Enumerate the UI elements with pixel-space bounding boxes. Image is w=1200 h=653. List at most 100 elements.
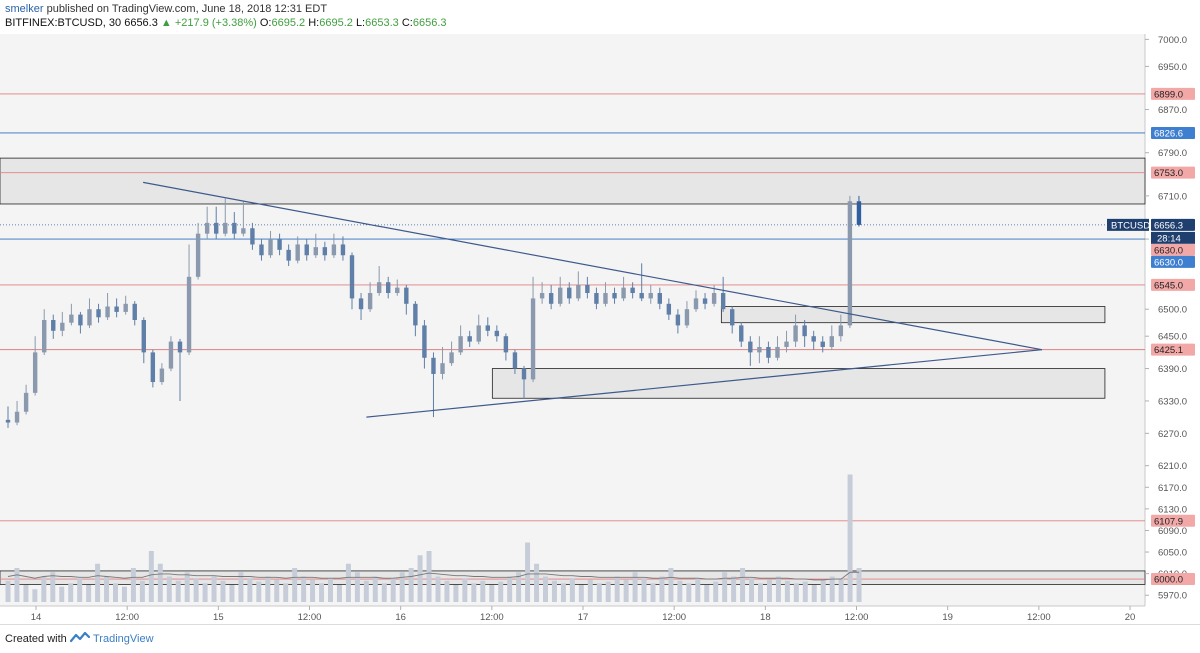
candle-body[interactable] [467,336,472,342]
candle-body[interactable] [232,222,237,234]
candle-body[interactable] [32,352,38,393]
candle-body[interactable] [313,247,318,256]
candle-body[interactable] [730,309,735,326]
candle-body[interactable] [295,244,300,261]
candle-body[interactable] [340,244,346,256]
candle-body[interactable] [485,325,490,331]
candle-body[interactable] [748,341,753,353]
candle-body[interactable] [793,325,798,342]
candle-body[interactable] [42,320,47,353]
candle-body[interactable] [621,287,626,299]
candle-body[interactable] [720,293,726,310]
candle-body[interactable] [766,346,771,358]
candle-body[interactable] [168,341,174,369]
candle-body[interactable] [784,341,789,347]
candle-body[interactable] [476,325,481,342]
candle-body[interactable] [51,320,56,331]
candle-body[interactable] [223,222,228,234]
candle-body[interactable] [195,233,201,277]
candle-body[interactable] [567,287,572,299]
author-link[interactable]: smelker [5,3,44,15]
candle-body[interactable] [739,325,744,342]
candle-body[interactable] [386,282,391,294]
candle-body[interactable] [87,309,92,326]
candle-body[interactable] [639,293,644,299]
zone-box[interactable] [720,306,1106,324]
candle-body[interactable] [594,293,599,304]
candle-body[interactable] [711,293,717,304]
candle-body[interactable] [14,411,20,423]
candle-body[interactable] [78,314,83,326]
candle-body[interactable] [422,325,427,358]
candle-body[interactable] [503,336,509,353]
candle-body[interactable] [241,228,246,234]
candle-body[interactable] [268,239,273,256]
candle-body[interactable] [150,352,156,383]
candle-body[interactable] [177,341,183,353]
zone-box[interactable] [491,368,1106,399]
candle-body[interactable] [657,293,662,304]
candle-body[interactable] [23,392,29,412]
candle-body[interactable] [376,282,382,294]
candle-body[interactable] [5,419,11,423]
candle-body[interactable] [132,303,137,320]
candle-body[interactable] [413,303,418,326]
candle-body[interactable] [521,368,527,380]
candle-body[interactable] [576,284,581,299]
candle-body[interactable] [675,314,681,326]
candle-body[interactable] [603,293,608,304]
candle-body[interactable] [612,293,617,299]
candle-body[interactable] [440,363,445,374]
candle-body[interactable] [114,306,119,312]
candle-body[interactable] [431,357,436,374]
candle-body[interactable] [69,314,74,323]
candle-body[interactable] [458,336,463,353]
candle-body[interactable] [820,341,825,347]
candle-body[interactable] [367,293,373,310]
candle-body[interactable] [829,336,834,347]
candle-body[interactable] [60,322,65,331]
candle-body[interactable] [123,303,128,312]
zone-box[interactable] [0,157,1146,205]
candle-body[interactable] [856,201,862,225]
candle-body[interactable] [757,346,762,353]
candle-body[interactable] [630,287,635,294]
candle-body[interactable] [186,276,192,353]
price-chart[interactable]: 7000.0 6950.0 6870.0 6790.0 6710.0 6630.0 6500… [0,34,1200,624]
candle-body[interactable] [539,293,545,299]
candle-body[interactable] [512,352,518,369]
candle-body[interactable] [358,298,364,310]
candle-body[interactable] [141,320,146,353]
candle-body[interactable] [847,201,853,326]
tradingview-logo-icon[interactable] [69,631,91,650]
trend-line[interactable] [366,349,1043,418]
candle-body[interactable] [322,247,328,256]
candle-body[interactable] [648,293,653,299]
candle-body[interactable] [395,287,400,294]
candle-body[interactable] [96,309,101,318]
time-axis[interactable] [0,606,1145,624]
trend-line[interactable] [143,181,1043,351]
candle-body[interactable] [558,287,563,304]
candle-body[interactable] [702,298,708,304]
candle-body[interactable] [693,298,699,310]
tradingview-link[interactable]: TradingView [93,633,154,645]
candle-body[interactable] [331,244,337,256]
candle-body[interactable] [449,352,454,364]
candle-body[interactable] [548,293,554,304]
candle-body[interactable] [349,255,355,299]
candle-body[interactable] [494,330,500,337]
candle-body[interactable] [286,249,291,261]
candle-body[interactable] [204,222,210,234]
candle-body[interactable] [585,284,590,294]
candle-body[interactable] [838,325,844,337]
candle-body[interactable] [259,244,264,256]
candle-body[interactable] [105,306,110,318]
candle-body[interactable] [775,346,780,358]
candle-body[interactable] [304,244,309,256]
candle-body[interactable] [214,222,219,234]
candle-body[interactable] [250,228,255,245]
candle-body[interactable] [277,239,282,250]
candle-body[interactable] [404,287,409,304]
candle-body[interactable] [684,309,690,326]
